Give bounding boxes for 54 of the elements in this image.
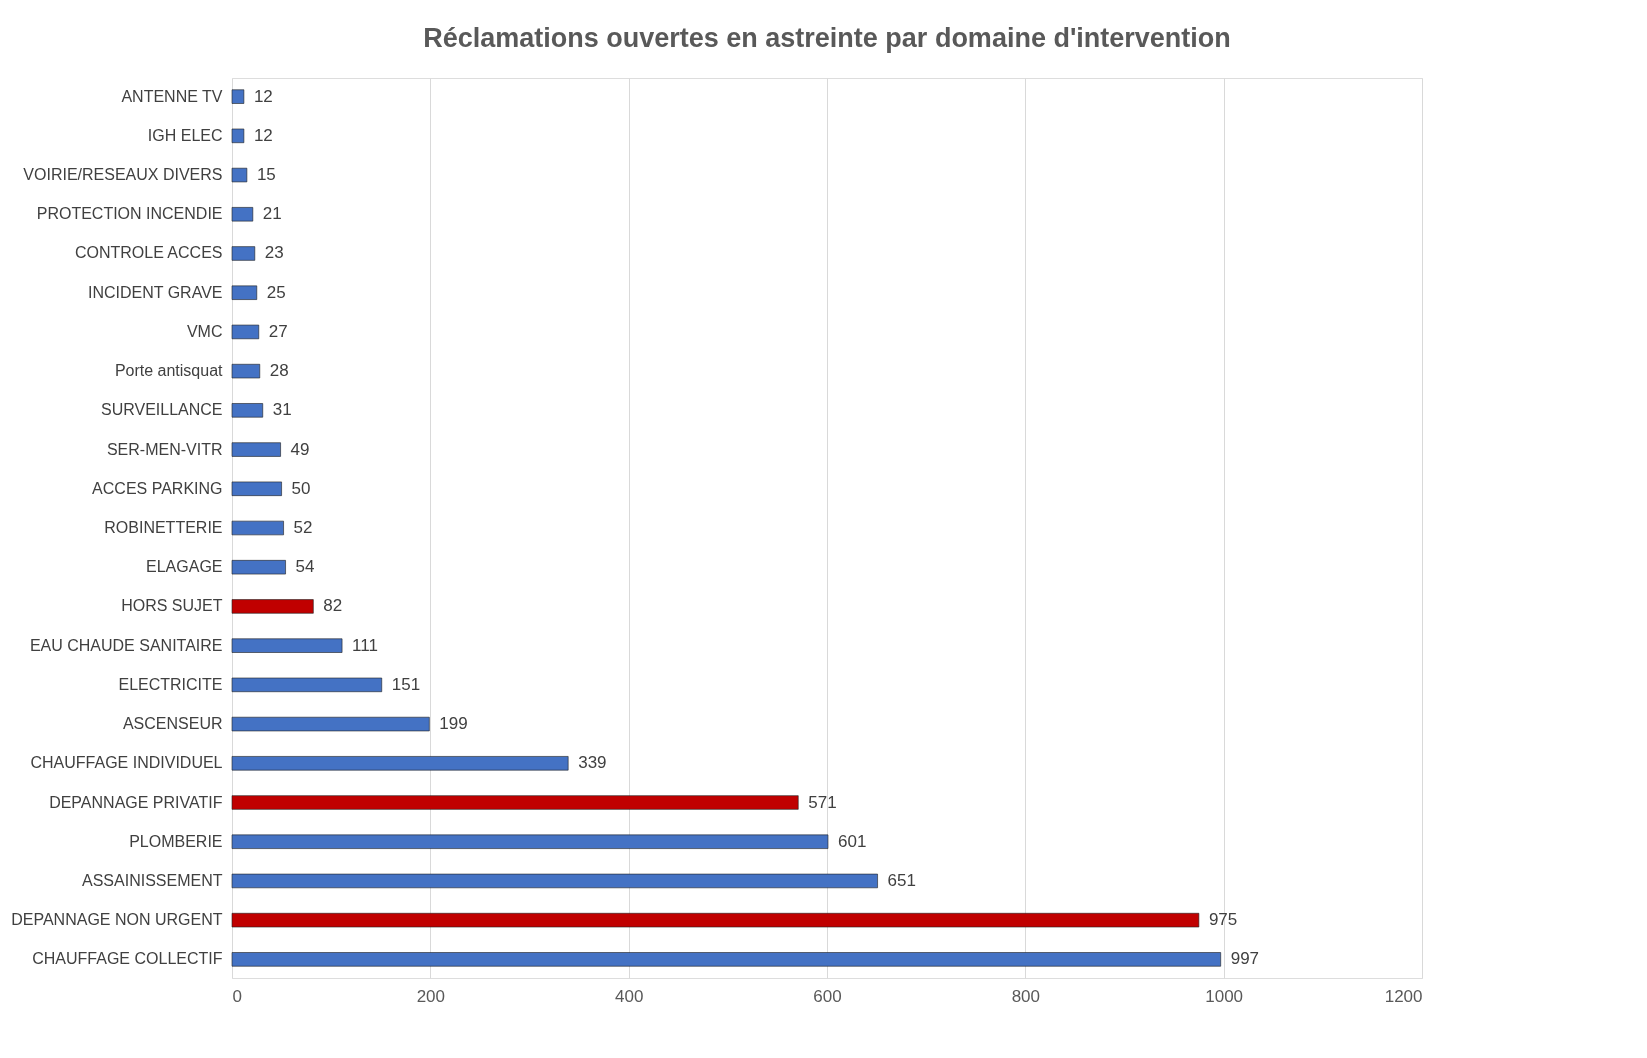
data-label: 111 (352, 635, 378, 655)
data-label: 31 (272, 400, 292, 420)
y-tick-label: ASSAINISSEMENT (82, 871, 223, 889)
y-tick-label: CONTROLE ACCES (74, 244, 223, 262)
data-label: 50 (291, 478, 311, 498)
data-label: 199 (439, 714, 468, 734)
data-label: 975 (1208, 910, 1238, 930)
y-tick-label: ACCES PARKING (92, 479, 223, 497)
y-tick-label: ANTENNE TV (121, 87, 223, 105)
y-tick-label: HORS SUJET (121, 597, 223, 615)
y-tick-label: ASCENSEUR (122, 715, 223, 733)
y-tick-label: VMC (186, 322, 223, 340)
y-tick-label: DEPANNAGE PRIVATIF (49, 793, 223, 811)
data-label: 54 (295, 557, 315, 577)
data-label: 339 (578, 753, 607, 773)
y-tick-label: ROBINETTERIE (104, 519, 223, 536)
chart-title: Réclamations ouvertes en astreinte par domaine d'intervention (423, 23, 1231, 53)
x-tick-label: 1200 (1384, 986, 1423, 1006)
y-tick-label: ELECTRICITE (118, 675, 223, 693)
x-tick-label: 600 (813, 986, 842, 1006)
data-label: 27 (268, 321, 288, 341)
data-label: 52 (293, 518, 313, 537)
data-label: 28 (269, 361, 289, 381)
data-label: 49 (290, 439, 310, 459)
y-tick-label: INCIDENT GRAVE (87, 283, 223, 301)
y-tick-label: CHAUFFAGE INDIVIDUEL (30, 754, 223, 772)
y-tick-label: SURVEILLANCE (100, 401, 223, 419)
y-tick-label: PROTECTION INCENDIE (36, 205, 223, 223)
data-label: 23 (264, 243, 284, 263)
y-tick-label: CHAUFFAGE COLLECTIF (32, 950, 223, 968)
data-label: 15 (256, 165, 276, 185)
data-label: 21 (262, 204, 282, 224)
y-tick-label: DEPANNAGE NON URGENT (11, 911, 223, 929)
x-tick-label: 200 (416, 986, 446, 1006)
x-tick-label: 0 (232, 986, 242, 1006)
data-label: 25 (266, 282, 286, 302)
y-tick-label: Porte antisquat (114, 362, 224, 380)
y-tick-label: PLOMBERIE (129, 832, 223, 850)
data-label: 601 (837, 831, 867, 851)
data-label: 12 (253, 125, 273, 145)
x-tick-label: 1000 (1205, 986, 1244, 1006)
y-tick-label: ELAGAGE (146, 558, 223, 576)
data-label: 651 (887, 870, 916, 890)
y-tick-label: IGH ELEC (147, 126, 223, 144)
y-tick-label: SER-MEN-VITR (106, 440, 223, 458)
x-tick-label: 800 (1011, 986, 1041, 1006)
x-tick-label: 400 (614, 986, 644, 1006)
data-label: 997 (1230, 949, 1260, 969)
y-tick-label: VOIRIE/RESEAUX DIVERS (23, 166, 223, 184)
data-label: 12 (253, 86, 273, 106)
data-label: 82 (323, 596, 343, 616)
data-label: 571 (808, 792, 837, 812)
y-tick-label: EAU CHAUDE SANITAIRE (29, 636, 223, 654)
data-label: 151 (391, 674, 421, 694)
